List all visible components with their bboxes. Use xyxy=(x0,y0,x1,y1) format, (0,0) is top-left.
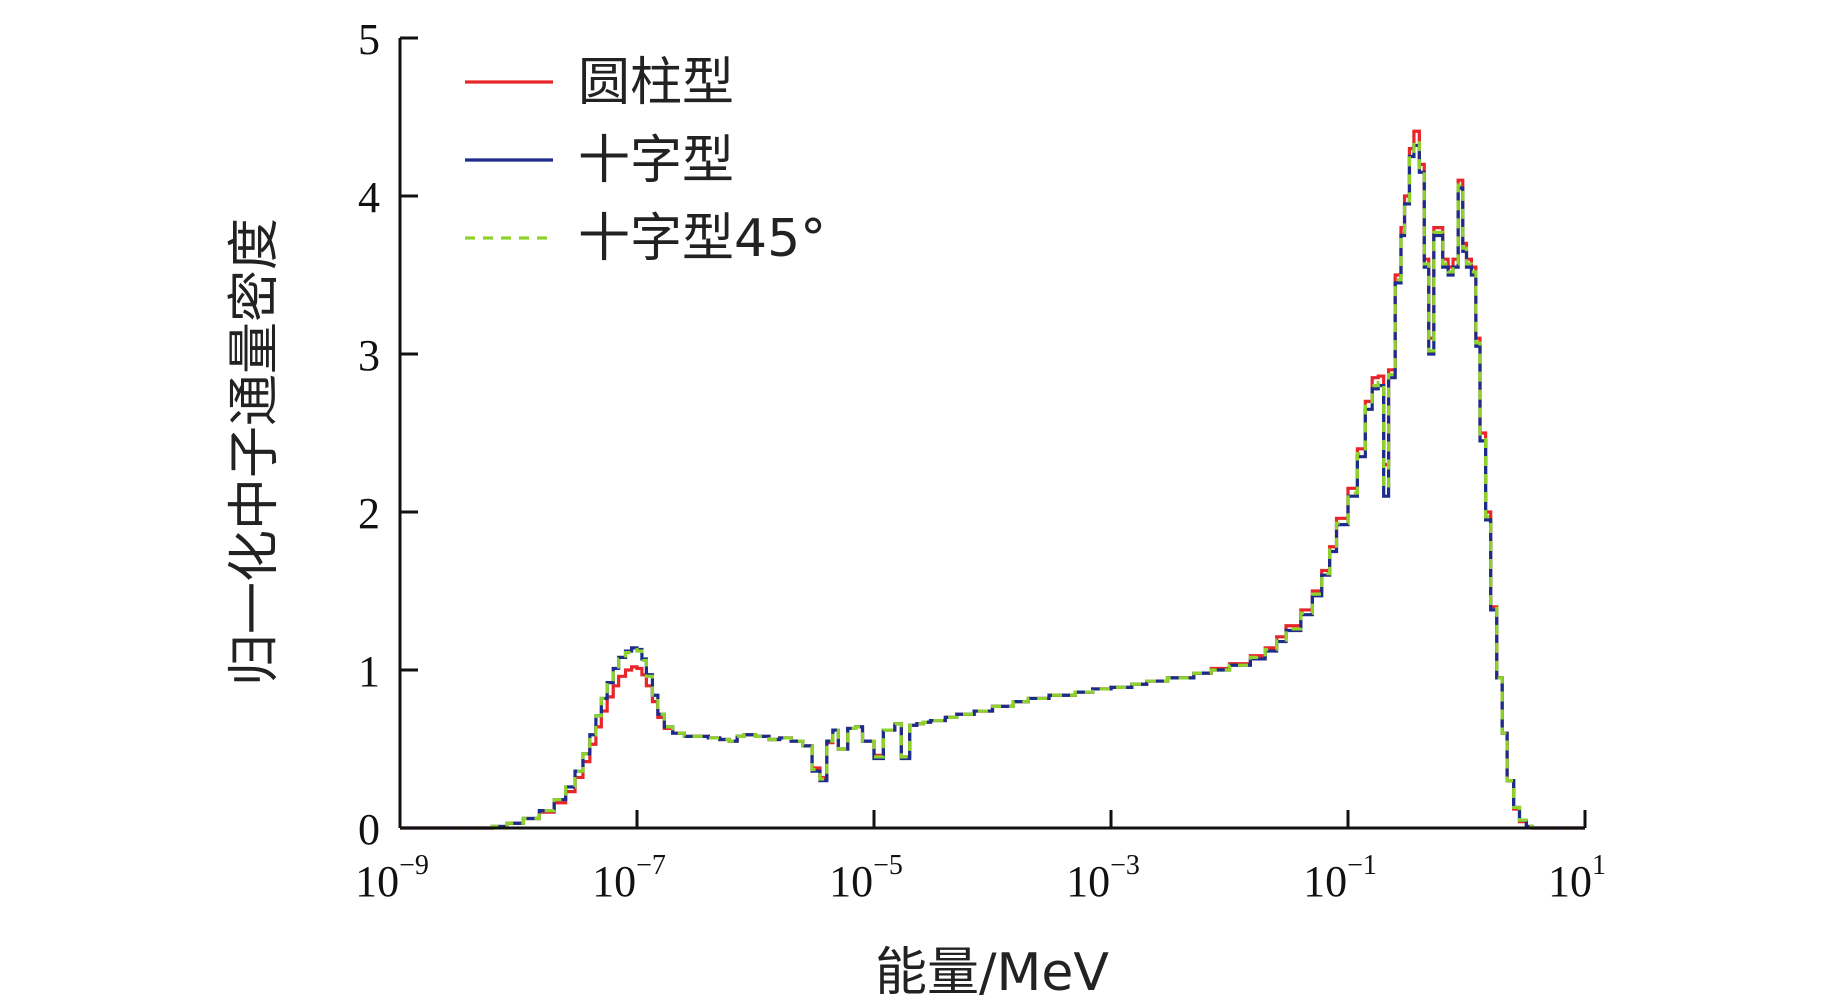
y-tick-label: 0 xyxy=(358,805,380,854)
legend-label-1: 圆柱型 xyxy=(578,53,734,113)
x-tick-label: 101 xyxy=(1548,850,1606,906)
y-tick-label: 2 xyxy=(358,489,380,538)
y-tick-label: 4 xyxy=(358,173,380,222)
legend-label-2: 十字型 xyxy=(578,131,734,191)
y-tick-label: 1 xyxy=(358,647,380,696)
y-tick-label: 5 xyxy=(358,15,380,64)
x-tick-label: 10−5 xyxy=(829,850,903,906)
ticks: 0 1 2 3 4 5 10−9 10−7 10−5 10−3 10−1 101 xyxy=(355,15,1606,906)
y-tick-label: 3 xyxy=(358,331,380,380)
axes xyxy=(398,38,1585,830)
x-tick-label: 10−7 xyxy=(592,850,666,906)
x-tick-label: 10−9 xyxy=(355,850,429,906)
x-axis-title: 能量/MeV xyxy=(875,943,1109,1003)
x-tick-label: 10−3 xyxy=(1066,850,1140,906)
series-layer xyxy=(400,129,1585,830)
series-line-3 xyxy=(400,139,1585,830)
y-axis-title: 归一化中子通量密度 xyxy=(225,218,285,686)
legend-label-3: 十字型45° xyxy=(578,209,826,269)
x-tick-label: 10−1 xyxy=(1303,850,1377,906)
